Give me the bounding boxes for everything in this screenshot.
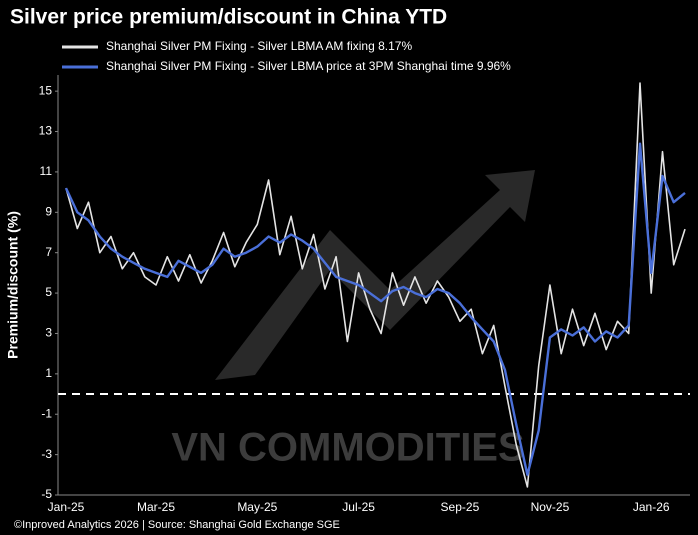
- series-line: [65, 82, 686, 488]
- legend-label: Shanghai Silver PM Fixing - Silver LBMA …: [106, 59, 511, 73]
- series-line: [64, 142, 686, 476]
- x-tick-label: Nov-25: [531, 500, 570, 514]
- y-tick-label: -3: [41, 447, 52, 461]
- y-tick-label: -1: [41, 406, 52, 420]
- watermark: VN COMMODITIES: [171, 426, 524, 470]
- y-axis-label: Premium/discount (%): [5, 211, 21, 359]
- x-tick-label: Mar-25: [137, 500, 175, 514]
- y-tick-label: -5: [41, 487, 52, 501]
- x-tick-label: Jan-26: [633, 500, 670, 514]
- y-tick-label: 3: [45, 326, 52, 340]
- y-tick-label: 13: [39, 124, 53, 138]
- y-tick-label: 5: [45, 285, 52, 299]
- y-tick-label: 1: [45, 366, 52, 380]
- x-tick-label: Jan-25: [48, 500, 85, 514]
- y-tick-label: 7: [45, 245, 52, 259]
- x-tick-label: Sep-25: [441, 500, 480, 514]
- legend-label: Shanghai Silver PM Fixing - Silver LBMA …: [106, 39, 412, 53]
- y-tick-label: 11: [40, 164, 53, 178]
- chart-title: Silver price premium/discount in China Y…: [10, 6, 447, 29]
- x-tick-label: Jul-25: [342, 500, 375, 514]
- y-tick-label: 9: [45, 204, 52, 218]
- watermark-arrow: [215, 170, 535, 380]
- source: ©Inproved Analytics 2026 | Source: Shang…: [14, 519, 340, 531]
- x-tick-label: May-25: [237, 500, 277, 514]
- y-tick-label: 15: [39, 83, 53, 97]
